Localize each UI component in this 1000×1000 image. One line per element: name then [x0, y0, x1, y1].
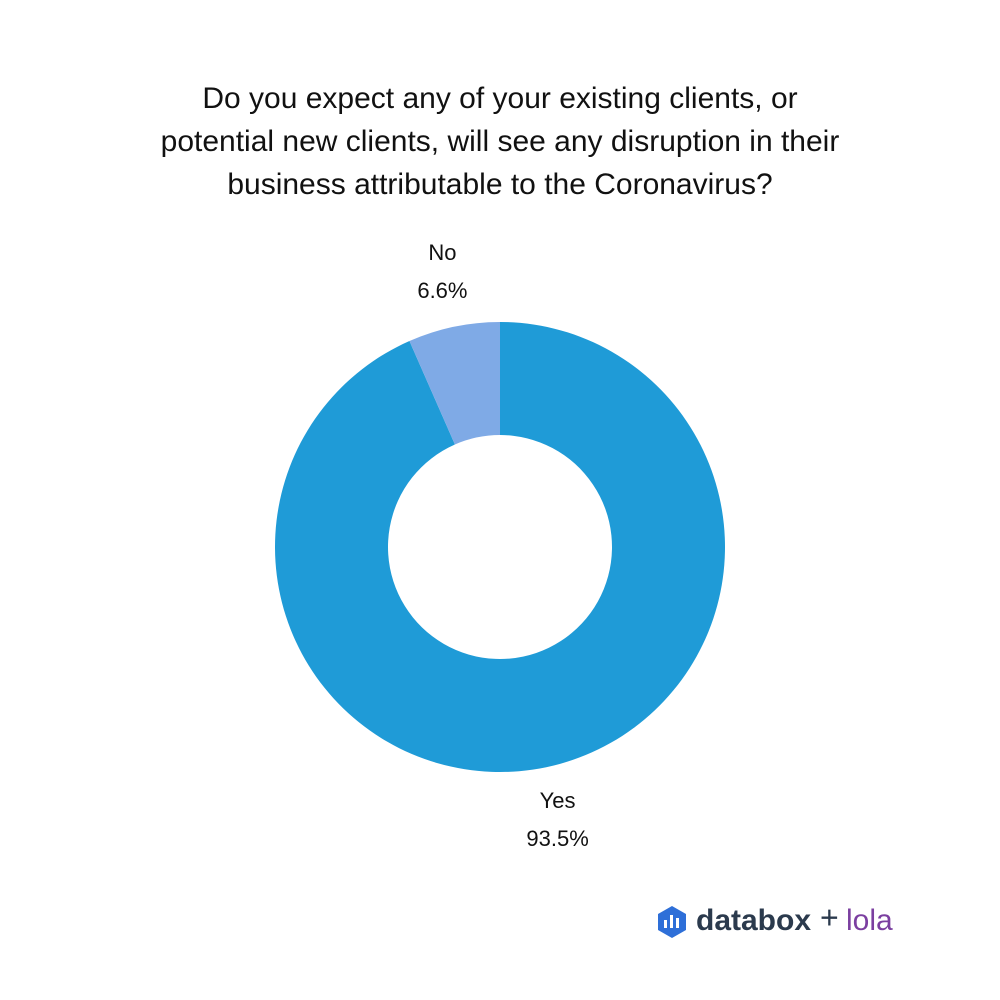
donut-slice: [275, 321, 726, 772]
chart-title: business attributable to the Coronavirus…: [227, 168, 772, 201]
value-label: 93.5%: [526, 826, 588, 851]
logo-text: databox: [696, 904, 811, 937]
logo-icon-bar: [676, 918, 679, 928]
logo-plus: +: [820, 899, 839, 935]
chart-title: potential new clients, will see any disr…: [161, 125, 840, 158]
chart-title: Do you expect any of your existing clien…: [202, 82, 797, 115]
value-label: 6.6%: [417, 278, 467, 303]
donut-slice: [409, 322, 500, 445]
logo: databox + lola: [658, 899, 893, 938]
logo-icon-bar: [670, 915, 673, 928]
logo-text: lola: [846, 904, 893, 937]
logo-icon-bar: [664, 920, 667, 928]
slice-label: No: [428, 240, 456, 265]
slice-label: Yes: [540, 788, 576, 813]
